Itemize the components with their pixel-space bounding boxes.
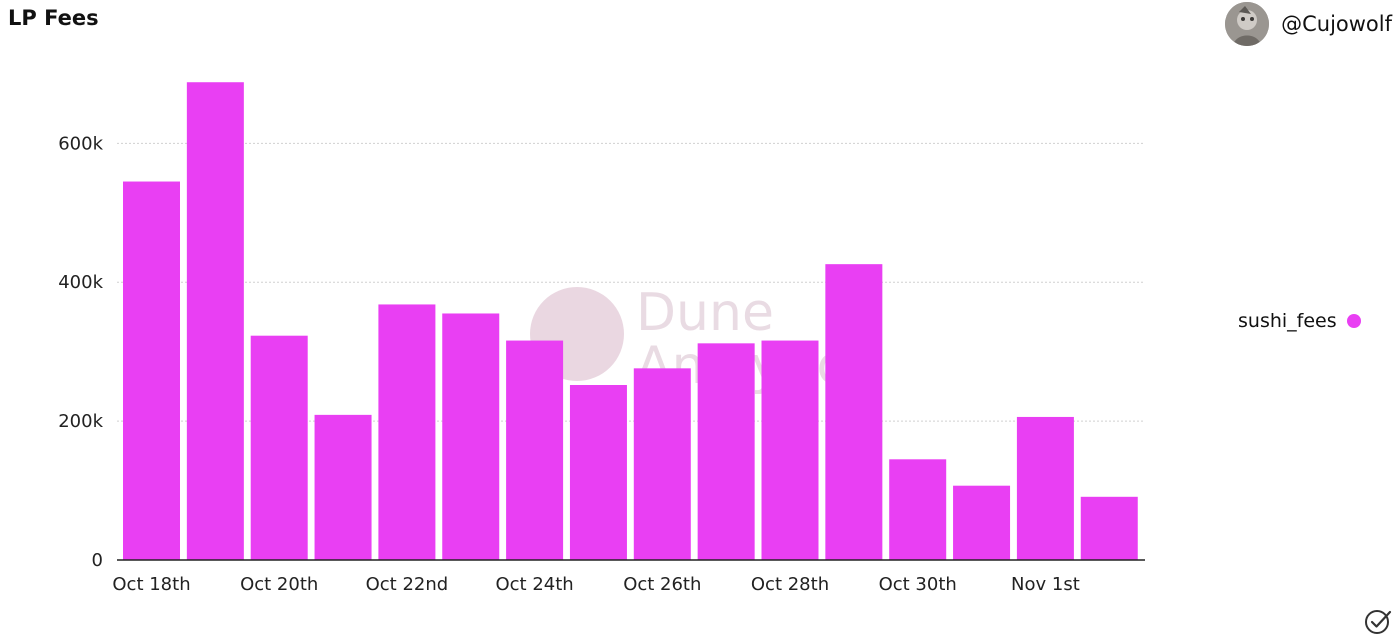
y-tick-label: 0 (92, 550, 103, 571)
bar[interactable] (889, 459, 947, 560)
x-tick-label: Oct 18th (112, 574, 190, 595)
x-tick-label: Oct 20th (240, 574, 318, 595)
y-tick-label: 600k (58, 133, 103, 154)
bar[interactable] (314, 414, 372, 560)
bars (123, 82, 1138, 560)
x-tick-label: Oct 30th (879, 574, 957, 595)
author-name[interactable]: @Cujowolf (1281, 12, 1392, 36)
bar[interactable] (697, 343, 755, 560)
bar[interactable] (506, 340, 564, 560)
bar[interactable] (250, 335, 308, 560)
bar[interactable] (186, 82, 244, 560)
bar[interactable] (761, 340, 819, 560)
legend-label: sushi_fees (1238, 310, 1337, 332)
y-tick-label: 400k (58, 272, 103, 293)
bar[interactable] (123, 181, 180, 560)
x-tick-label: Oct 24th (495, 574, 573, 595)
check-circle-icon (1365, 610, 1392, 634)
chart-title: LP Fees (8, 6, 99, 30)
y-tick-label: 200k (58, 411, 103, 432)
axes: 0 200k 400k 600k Oct 18th Oct 20th Oct 22nd Oct… (58, 133, 1145, 595)
x-tick-label: Nov 1st (1011, 574, 1080, 595)
legend-swatch (1346, 314, 1361, 328)
bar[interactable] (378, 304, 436, 560)
bar[interactable] (825, 264, 883, 560)
avatar-image (1225, 2, 1270, 46)
watermark-text-line1: Dune (636, 283, 774, 343)
bar[interactable] (442, 313, 500, 560)
bar[interactable] (569, 385, 627, 560)
grid-lines (117, 142, 1145, 422)
avatar[interactable] (1225, 2, 1270, 46)
bar[interactable] (1080, 496, 1138, 560)
bar[interactable] (1016, 416, 1074, 560)
x-tick-label: Oct 26th (623, 574, 701, 595)
x-tick-label: Oct 28th (751, 574, 829, 595)
author[interactable]: @Cujowolf (1225, 2, 1392, 46)
bar[interactable] (633, 368, 691, 560)
x-tick-label: Oct 22nd (366, 574, 449, 595)
bar[interactable] (953, 485, 1011, 560)
legend[interactable]: sushi_fees (1238, 310, 1361, 332)
